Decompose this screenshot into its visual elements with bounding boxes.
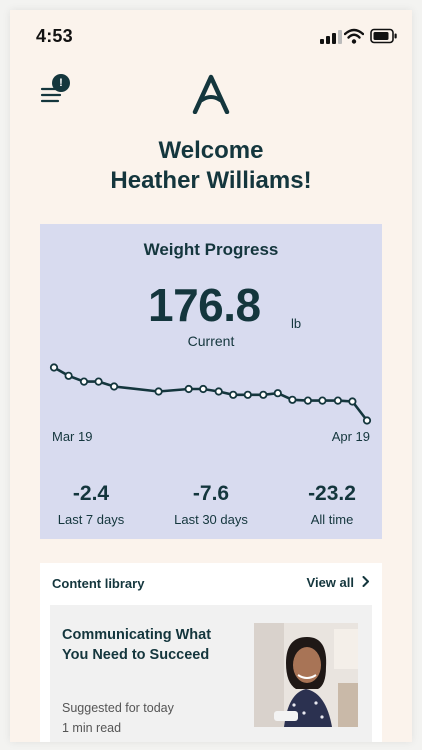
view-all-label: View all	[306, 575, 354, 590]
stat-value: -7.6	[192, 482, 230, 505]
content-item-card[interactable]: Communicating What You Need to Succeed S…	[50, 605, 372, 742]
content-library-title: Content library	[52, 576, 145, 591]
stat-all-time: -23.2 All time	[277, 482, 387, 527]
wifi-icon	[344, 28, 364, 44]
welcome-heading: Welcome Heather Williams!	[10, 136, 412, 196]
weight-card-title: Weight Progress	[143, 240, 279, 259]
weight-data-point	[362, 416, 372, 425]
user-name: Heather Williams!	[110, 167, 312, 194]
content-item-read-time: 1 min read	[62, 721, 122, 735]
weight-data-point	[318, 396, 327, 405]
weight-data-point	[259, 390, 268, 399]
weight-data-point	[273, 389, 282, 398]
current-label: Current	[187, 333, 235, 349]
weight-data-point	[184, 384, 193, 394]
weight-data-point	[94, 377, 103, 386]
chart-end-date: Apr 19	[331, 429, 370, 444]
stat-value: -23.2	[308, 482, 356, 505]
stat-label: All time	[310, 512, 354, 527]
stat-last-7-days: -2.4 Last 7 days	[36, 482, 146, 527]
stat-last-30-days: -7.6 Last 30 days	[156, 482, 266, 527]
content-item-thumbnail	[254, 623, 358, 727]
weight-data-point	[229, 390, 238, 399]
status-time: 4:53	[36, 26, 73, 46]
weight-data-point	[64, 371, 73, 380]
weight-data-point	[79, 377, 89, 386]
chevron-right-icon	[362, 575, 370, 590]
view-all-link[interactable]: View all	[307, 575, 370, 590]
weight-data-point	[49, 363, 59, 372]
weight-data-point	[214, 387, 223, 396]
stat-label: Last 7 days	[57, 512, 125, 527]
weight-data-point	[243, 390, 252, 399]
weight-data-point	[333, 396, 342, 405]
app-screen: 4:53 ! Welcome Heather Willi	[10, 10, 412, 742]
battery-icon	[370, 28, 397, 44]
welcome-line: Welcome	[158, 137, 264, 164]
weight-unit: lb	[291, 316, 302, 331]
status-bar: 4:53	[10, 10, 412, 60]
weight-data-point	[303, 396, 312, 405]
app-logo	[192, 74, 230, 114]
weight-progress-card[interactable]: Weight Progress 176.8 lb Current Mar 19 …	[40, 224, 382, 539]
content-item-title: Communicating What You Need to Succeed	[62, 627, 212, 663]
weight-data-point	[288, 395, 297, 404]
chart-start-date: Mar 19	[52, 429, 93, 444]
weight-data-point	[110, 382, 119, 391]
cellular-signal-icon	[320, 30, 342, 44]
weight-data-point	[199, 384, 208, 394]
weight-series-line	[53, 366, 369, 422]
stat-label: Last 30 days	[174, 512, 248, 527]
weight-data-point	[154, 387, 163, 396]
current-weight-value: 176.8	[148, 279, 261, 331]
content-item-suggested: Suggested for today	[62, 701, 174, 715]
content-library-card: Content library View all Communicating W…	[40, 563, 382, 742]
weight-data-point	[348, 397, 357, 406]
weight-line-chart	[49, 363, 372, 425]
stat-value: -2.4	[72, 482, 110, 505]
notification-badge: !	[52, 74, 70, 92]
